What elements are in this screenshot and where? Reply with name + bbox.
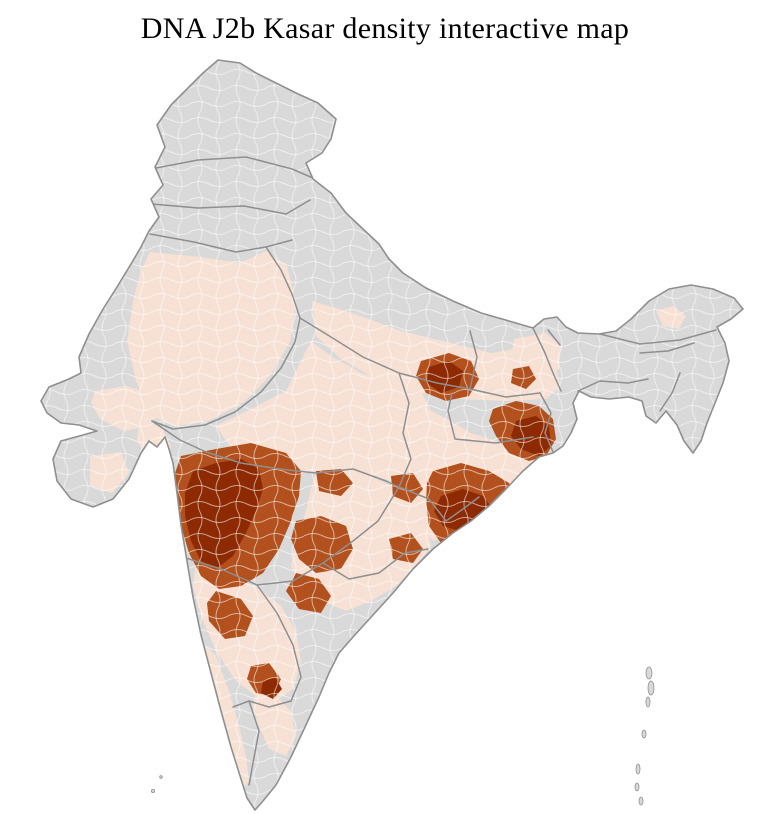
- state-boundary: [185, 486, 400, 586]
- state-boundaries: [149, 156, 717, 786]
- state-boundary: [445, 496, 480, 522]
- state-boundary: [577, 378, 649, 392]
- island[interactable]: [641, 729, 647, 739]
- state-boundary: [232, 700, 292, 708]
- state-boundary: [469, 330, 478, 390]
- state-boundary: [547, 329, 561, 346]
- island[interactable]: [638, 796, 644, 806]
- island-chain[interactable]: [150, 666, 655, 806]
- state-boundary: [151, 199, 311, 215]
- district-boundaries: [41, 60, 743, 810]
- state-boundary: [322, 548, 429, 580]
- state-boundary: [149, 233, 293, 253]
- island[interactable]: [159, 775, 163, 779]
- state-boundary: [398, 486, 447, 522]
- island[interactable]: [634, 782, 640, 792]
- state-boundary: [539, 392, 554, 453]
- state-boundary: [151, 317, 301, 430]
- page-title: DNA J2b Kasar density interactive map: [140, 12, 630, 45]
- island[interactable]: [647, 680, 655, 696]
- state-boundary: [256, 584, 302, 702]
- state-boundary: [532, 327, 562, 392]
- island[interactable]: [635, 763, 641, 775]
- state-boundary: [398, 372, 412, 488]
- island[interactable]: [645, 696, 651, 708]
- state-boundary: [599, 329, 717, 345]
- state-boundary: [639, 342, 695, 354]
- state-boundary: [469, 388, 541, 398]
- state-boundary: [151, 420, 207, 453]
- state-boundary: [155, 156, 314, 179]
- island[interactable]: [150, 789, 155, 794]
- state-boundary: [299, 317, 471, 390]
- island[interactable]: [645, 666, 653, 680]
- state-boundary: [265, 246, 301, 319]
- state-boundary: [205, 451, 400, 488]
- state-boundary: [447, 392, 534, 444]
- state-boundary: [659, 372, 681, 412]
- state-boundary: [248, 700, 260, 786]
